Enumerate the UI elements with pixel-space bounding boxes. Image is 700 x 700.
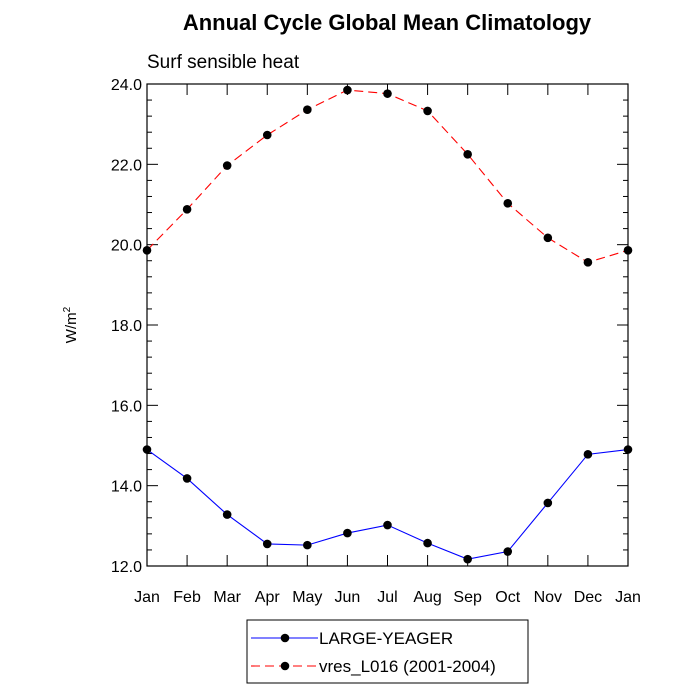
x-tick-label: Sep	[453, 589, 482, 606]
series-1	[142, 85, 633, 267]
legend-label: LARGE-YEAGER	[319, 629, 453, 648]
x-tick-label: May	[292, 589, 322, 606]
legend-marker	[280, 633, 290, 643]
y-tick-label: 12.0	[111, 559, 142, 576]
chart-subtitle: Surf sensible heat	[147, 52, 300, 73]
x-tick-label: Jan	[615, 589, 641, 606]
data-point	[463, 554, 472, 564]
legend-marker	[280, 661, 290, 671]
x-tick-label: Jun	[335, 589, 361, 606]
data-point	[222, 161, 232, 170]
x-tick-label: Nov	[534, 589, 562, 606]
data-point	[262, 130, 272, 140]
legend-item: LARGE-YEAGER	[251, 629, 453, 648]
data-point	[623, 245, 633, 255]
data-point	[423, 538, 432, 548]
data-point	[182, 205, 192, 214]
data-point	[303, 540, 312, 550]
y-tick-label: 24.0	[111, 77, 142, 94]
x-tick-label: Jul	[377, 589, 397, 606]
data-point	[262, 539, 272, 549]
data-point	[142, 445, 152, 454]
series-line	[146, 89, 629, 263]
x-tick-label: Jan	[134, 589, 160, 606]
y-tick-label: 22.0	[111, 157, 142, 174]
y-tick-label: 16.0	[111, 398, 142, 415]
series-line	[146, 448, 629, 560]
x-tick-label: Feb	[173, 589, 201, 606]
data-point	[343, 528, 352, 538]
data-point	[583, 450, 593, 459]
legend-item: vres_L016 (2001-2004)	[251, 657, 496, 676]
y-tick-label: 18.0	[111, 318, 142, 335]
series-0	[142, 445, 633, 564]
data-point	[303, 105, 312, 115]
legend-box	[246, 619, 529, 684]
data-point	[423, 106, 432, 116]
data-point	[222, 510, 232, 519]
data-point	[543, 233, 553, 243]
data-point	[463, 149, 472, 159]
data-point	[182, 474, 192, 483]
x-tick-label: Oct	[495, 589, 520, 606]
data-point	[383, 520, 392, 530]
chart-title: Annual Cycle Global Mean Climatology	[183, 10, 592, 35]
axes: 12.0 14.0 16.0 18.0 20.0 22.0 24.0 Jan Feb Mar Apr…	[111, 77, 641, 606]
data-point	[142, 245, 152, 255]
data-point	[623, 445, 633, 454]
legend: LARGE-YEAGER vres_L016 (2001-2004)	[246, 619, 529, 684]
y-tick-label: 14.0	[111, 479, 142, 496]
x-tick-label: Aug	[413, 589, 441, 606]
y-axis-label-superscript: 2	[62, 306, 73, 312]
legend-label: vres_L016 (2001-2004)	[319, 657, 496, 676]
y-axis-label: W/m2	[62, 306, 80, 343]
svg-text:W/m2: W/m2	[62, 306, 80, 343]
y-axis-label-base: W/m	[63, 312, 80, 343]
x-tick-label: Apr	[255, 589, 281, 606]
data-point	[503, 198, 513, 208]
data-point	[583, 258, 593, 267]
data-point	[543, 498, 553, 508]
x-tick-label: Dec	[574, 589, 602, 606]
x-tick-label: Mar	[213, 589, 241, 606]
data-point	[343, 85, 352, 95]
y-tick-label: 20.0	[111, 238, 142, 255]
series-layer	[142, 85, 633, 564]
data-point	[383, 89, 392, 98]
data-point	[503, 547, 513, 556]
